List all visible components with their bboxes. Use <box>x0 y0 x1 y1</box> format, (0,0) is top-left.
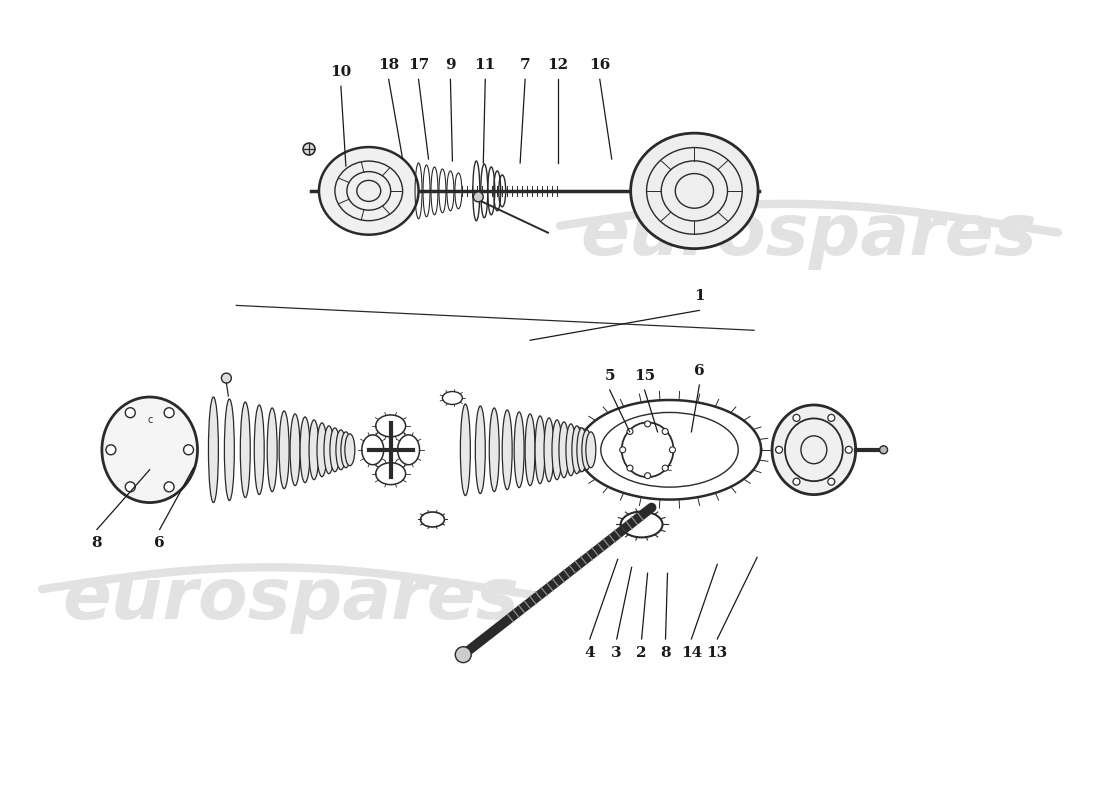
Ellipse shape <box>461 404 471 495</box>
Circle shape <box>455 646 471 662</box>
Ellipse shape <box>309 420 319 480</box>
Ellipse shape <box>240 402 251 498</box>
Circle shape <box>828 414 835 422</box>
Circle shape <box>473 192 483 202</box>
Ellipse shape <box>503 410 513 490</box>
Circle shape <box>662 429 668 434</box>
Text: 8: 8 <box>91 537 102 550</box>
Text: 17: 17 <box>408 58 429 72</box>
Ellipse shape <box>475 406 485 494</box>
Ellipse shape <box>572 426 582 474</box>
Ellipse shape <box>772 405 856 494</box>
Circle shape <box>828 478 835 485</box>
Circle shape <box>793 478 800 485</box>
Text: 6: 6 <box>694 364 705 378</box>
Text: 12: 12 <box>548 58 569 72</box>
Circle shape <box>645 421 650 427</box>
Ellipse shape <box>317 423 327 477</box>
Text: 13: 13 <box>706 646 728 660</box>
Circle shape <box>645 473 650 478</box>
Circle shape <box>627 429 632 434</box>
Ellipse shape <box>552 420 562 480</box>
Ellipse shape <box>535 416 544 484</box>
Circle shape <box>125 408 135 418</box>
Circle shape <box>302 143 315 155</box>
Circle shape <box>662 465 668 471</box>
Text: 16: 16 <box>590 58 610 72</box>
Circle shape <box>221 373 231 383</box>
Text: c: c <box>667 462 672 473</box>
Ellipse shape <box>341 432 351 468</box>
Circle shape <box>670 447 675 453</box>
Text: 2: 2 <box>637 646 647 660</box>
Ellipse shape <box>565 424 576 476</box>
Text: 5: 5 <box>605 369 615 383</box>
Ellipse shape <box>586 432 596 468</box>
Text: 7: 7 <box>520 58 530 72</box>
Text: 4: 4 <box>584 646 595 660</box>
Ellipse shape <box>525 414 535 486</box>
Circle shape <box>793 414 800 422</box>
Text: 1: 1 <box>694 290 705 303</box>
Circle shape <box>125 482 135 492</box>
Text: eurospares: eurospares <box>63 565 519 634</box>
Ellipse shape <box>336 430 345 470</box>
Ellipse shape <box>582 430 592 470</box>
Text: 14: 14 <box>681 646 702 660</box>
Text: 8: 8 <box>660 646 671 660</box>
Ellipse shape <box>630 133 758 249</box>
Ellipse shape <box>559 422 569 478</box>
Ellipse shape <box>267 408 277 492</box>
Circle shape <box>619 447 626 453</box>
Circle shape <box>184 445 194 454</box>
Text: 15: 15 <box>634 369 656 383</box>
Text: 10: 10 <box>330 66 352 79</box>
Text: c: c <box>147 415 153 425</box>
Ellipse shape <box>544 418 554 482</box>
Circle shape <box>880 446 888 454</box>
Ellipse shape <box>224 399 234 501</box>
Ellipse shape <box>279 411 289 489</box>
Text: 11: 11 <box>474 58 496 72</box>
Circle shape <box>164 482 174 492</box>
Circle shape <box>164 408 174 418</box>
Ellipse shape <box>330 428 340 472</box>
Circle shape <box>776 446 782 454</box>
Ellipse shape <box>290 414 300 486</box>
Ellipse shape <box>102 397 198 502</box>
Text: 3: 3 <box>612 646 621 660</box>
Text: 18: 18 <box>378 58 399 72</box>
Ellipse shape <box>254 405 264 494</box>
Ellipse shape <box>490 408 499 492</box>
Ellipse shape <box>514 412 524 488</box>
Circle shape <box>106 445 116 454</box>
Circle shape <box>845 446 853 454</box>
Text: 9: 9 <box>446 58 455 72</box>
Ellipse shape <box>345 434 355 466</box>
Ellipse shape <box>300 417 310 482</box>
Ellipse shape <box>576 428 586 472</box>
Text: eurospares: eurospares <box>581 201 1037 270</box>
Text: 6: 6 <box>154 537 165 550</box>
Ellipse shape <box>324 426 334 474</box>
Ellipse shape <box>208 397 219 502</box>
Ellipse shape <box>319 147 419 234</box>
Circle shape <box>627 465 632 471</box>
